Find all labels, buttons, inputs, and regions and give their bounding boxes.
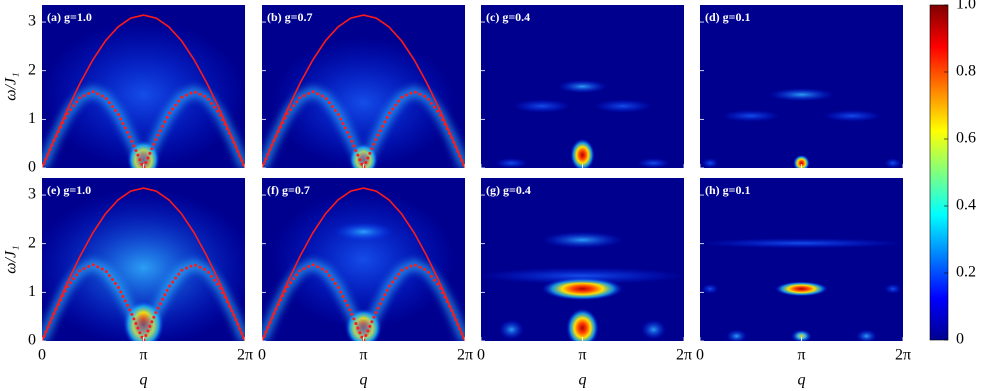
x-axis-label: q bbox=[798, 372, 806, 389]
panel bbox=[262, 5, 465, 168]
intensity-blob bbox=[884, 283, 901, 294]
intensity-blob bbox=[558, 79, 607, 94]
y-tick-label: 1 bbox=[28, 283, 36, 300]
dispersion-dotted bbox=[42, 262, 245, 341]
colorbar-tick-label: 0.2 bbox=[956, 264, 976, 281]
y-tick-label: 0 bbox=[28, 332, 36, 349]
intensity-blob bbox=[495, 158, 528, 168]
intensity-blob bbox=[637, 158, 670, 168]
intensity-blob bbox=[791, 329, 812, 341]
x-tick-label: 2π bbox=[895, 347, 911, 364]
intensity-blob bbox=[856, 329, 877, 341]
heatmap-background bbox=[700, 5, 903, 168]
x-tick-label: 2π bbox=[237, 347, 253, 364]
panel bbox=[700, 5, 903, 168]
colorbar-tick-label: 0.8 bbox=[956, 63, 976, 80]
panel-label: (f) g=0.7 bbox=[267, 183, 310, 197]
dispersion-dotted bbox=[42, 89, 245, 168]
y-tick-label: 3 bbox=[28, 186, 36, 203]
colorbar bbox=[929, 4, 949, 341]
intensity-blob bbox=[700, 238, 903, 249]
y-tick-label: 3 bbox=[28, 13, 36, 30]
intensity-blob bbox=[702, 283, 719, 294]
y-tick-label: 2 bbox=[28, 61, 36, 78]
colorbar-tick-label: 0.4 bbox=[956, 197, 976, 214]
intensity-blob bbox=[884, 158, 901, 168]
y-tick-label: 1 bbox=[28, 110, 36, 127]
x-tick-label: 0 bbox=[696, 347, 704, 364]
panel-label: (c) g=0.4 bbox=[486, 10, 530, 24]
heatmap-background bbox=[700, 178, 903, 341]
y-axis-label: ω/J₁ bbox=[3, 72, 20, 100]
intensity-blob bbox=[333, 222, 394, 242]
x-tick-label: π bbox=[797, 347, 805, 364]
dispersion-line bbox=[42, 187, 245, 341]
intensity-blob bbox=[499, 319, 524, 340]
intensity-blob bbox=[481, 267, 684, 284]
intensity-blob bbox=[769, 88, 834, 102]
y-tick-label: 0 bbox=[28, 159, 36, 176]
intensity-blob bbox=[702, 158, 719, 168]
dispersion-line bbox=[262, 187, 465, 341]
dispersion-line bbox=[262, 14, 465, 168]
intensity-blob bbox=[594, 99, 652, 113]
panel-label: (b) g=0.7 bbox=[267, 10, 313, 24]
intensity-blob bbox=[726, 329, 747, 341]
intensity-blob bbox=[566, 308, 599, 341]
panel bbox=[481, 5, 684, 168]
intensity-blob bbox=[272, 191, 455, 328]
panel bbox=[262, 178, 465, 341]
x-tick-label: π bbox=[359, 347, 367, 364]
intensity-blob bbox=[42, 21, 245, 168]
x-axis-label: q bbox=[140, 372, 148, 389]
intensity-blob bbox=[541, 231, 624, 249]
x-tick-label: π bbox=[578, 347, 586, 364]
intensity-blob bbox=[42, 189, 245, 341]
x-tick-label: π bbox=[139, 347, 147, 364]
y-axis-label: ω/J₁ bbox=[3, 245, 20, 273]
x-axis-label: q bbox=[579, 372, 587, 389]
dispersion-dotted bbox=[262, 262, 465, 341]
colorbar-tick-label: 1.0 bbox=[956, 0, 976, 13]
panel bbox=[42, 178, 245, 341]
intensity-blob bbox=[513, 99, 571, 113]
intensity-blob bbox=[722, 110, 780, 122]
dispersion-line bbox=[42, 14, 245, 168]
colorbar-tick-label: 0 bbox=[956, 331, 964, 348]
x-tick-label: 0 bbox=[38, 347, 46, 364]
intensity-blob bbox=[641, 319, 666, 340]
intensity-blob bbox=[272, 37, 455, 168]
intensity-blob bbox=[570, 138, 595, 168]
y-tick-label: 2 bbox=[28, 234, 36, 251]
x-tick-label: 0 bbox=[477, 347, 485, 364]
panel bbox=[481, 178, 684, 341]
intensity-blob bbox=[775, 281, 828, 297]
dispersion-dotted bbox=[262, 89, 465, 168]
x-tick-label: 0 bbox=[258, 347, 266, 364]
panel-label: (a) g=1.0 bbox=[47, 10, 92, 24]
panel-label: (h) g=0.1 bbox=[705, 183, 751, 197]
intensity-blob bbox=[823, 110, 881, 122]
intensity-blob bbox=[793, 154, 810, 168]
colorbar-tick-label: 0.6 bbox=[956, 130, 976, 147]
panel-label: (g) g=0.4 bbox=[486, 183, 531, 197]
x-tick-label: 2π bbox=[457, 347, 473, 364]
x-axis-label: q bbox=[360, 372, 368, 389]
panel-label: (e) g=1.0 bbox=[47, 183, 91, 197]
x-tick-label: 2π bbox=[676, 347, 692, 364]
panel-label: (d) g=0.1 bbox=[705, 10, 751, 24]
panel bbox=[700, 178, 903, 341]
panel bbox=[42, 5, 245, 168]
